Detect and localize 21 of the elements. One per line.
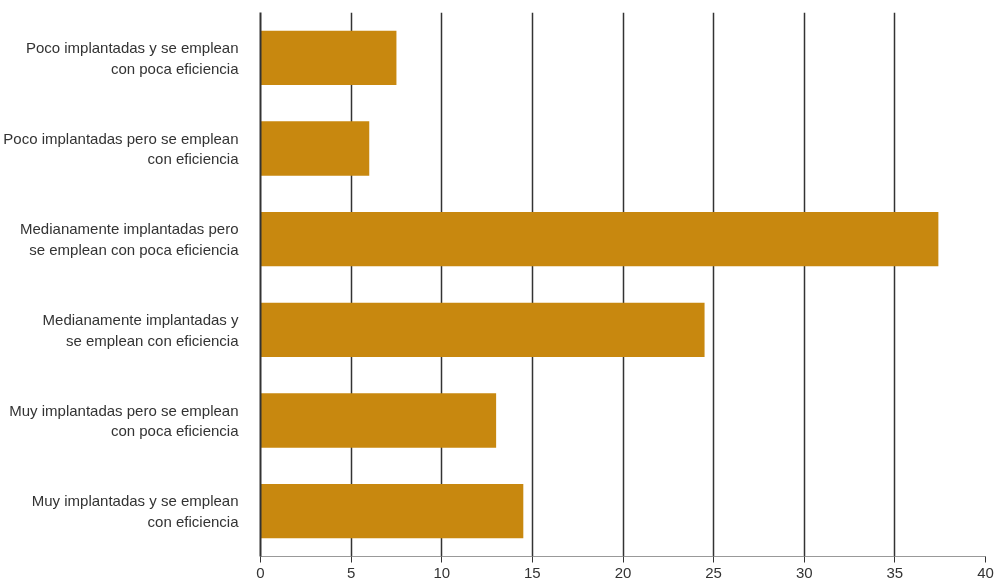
bar <box>260 483 524 539</box>
x-tick-label: 15 <box>524 563 541 580</box>
x-tick-label: 0 <box>256 563 265 580</box>
y-tick-label: Medianamente implantadas y se emplean con eficiencia <box>42 311 240 349</box>
y-tick-label: Muy implantadas pero se emplean con poca eficiencia <box>9 401 240 440</box>
y-tick-label: Medianamente implantadas pero se emplean con poca eficiencia <box>20 220 240 258</box>
x-tick-label: 5 <box>346 563 356 580</box>
x-tick-label: 10 <box>433 563 451 580</box>
bar <box>260 30 397 86</box>
bar <box>260 211 939 267</box>
bar <box>260 393 497 448</box>
y-tick-label: Poco implantadas pero se emplean con eficiencia <box>3 129 240 168</box>
bar <box>260 121 370 176</box>
bar <box>260 302 705 358</box>
y-tick-label: Poco implantadas y se emplean con poca eficiencia <box>25 39 240 77</box>
x-tick-label: 40 <box>977 563 994 580</box>
x-tick-label: 25 <box>705 563 722 580</box>
x-tick-label: 30 <box>795 563 813 580</box>
y-tick-label: Muy implantadas y se emplean con eficiencia <box>31 492 240 530</box>
x-tick-label: 35 <box>886 563 904 580</box>
x-tick-label: 20 <box>614 563 632 580</box>
